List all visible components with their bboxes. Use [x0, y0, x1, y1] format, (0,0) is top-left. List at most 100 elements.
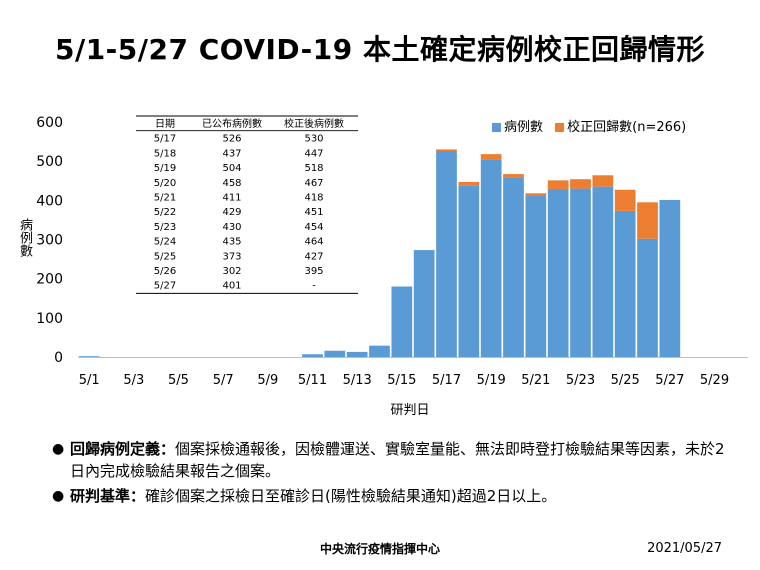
- x-tick-label: 5/19: [477, 373, 506, 388]
- legend-swatch-cases: [492, 123, 501, 132]
- table-header-cell: 校正後病例數: [284, 117, 344, 130]
- table-cell: 418: [304, 193, 323, 204]
- table-cell: 518: [304, 163, 323, 174]
- table-cell: 5/22: [154, 207, 176, 218]
- bar-cases: [503, 177, 524, 357]
- x-tick-label: 5/1: [79, 373, 100, 388]
- bar-corrected: [436, 149, 457, 151]
- table-cell: 302: [222, 266, 241, 277]
- y-tick-label: 300: [36, 233, 63, 249]
- bar-cases: [637, 238, 658, 357]
- bullet-icon: ●: [52, 488, 65, 504]
- bar-cases: [480, 159, 502, 357]
- bar-cases: [413, 250, 435, 357]
- bar-corrected: [458, 181, 480, 186]
- page-title: 5/1-5/27 COVID-19 本土確定病例校正回歸情形: [54, 33, 706, 66]
- table-cell: 373: [222, 251, 241, 262]
- x-tick-label: 5/15: [387, 373, 416, 388]
- note-item: ● 研判基準：確診個案之採檢日至確診日(陽性檢驗結果通知)超過2日以上。: [52, 485, 732, 507]
- table-cell: 395: [304, 266, 323, 277]
- bar-corrected: [614, 189, 636, 211]
- x-tick-label: 5/11: [298, 373, 327, 388]
- bar-cases: [458, 185, 480, 357]
- note-text: 個案採檢通報後，因檢體運送、實驗室量能、無法即時登打檢驗結果等因素，未於2日內完…: [70, 440, 725, 480]
- bar-corrected: [525, 193, 547, 197]
- table-cell: 411: [222, 193, 241, 204]
- table-cell: 5/26: [154, 266, 176, 277]
- y-tick-label: 400: [36, 193, 63, 209]
- definition-notes: ● 回歸病例定義：個案採檢通報後，因檢體運送、實驗室量能、無法即時登打檢驗結果等…: [52, 438, 732, 510]
- x-axis-label: 研判日: [390, 403, 430, 418]
- note-term: 回歸病例定義：: [70, 440, 176, 458]
- bar-cases: [525, 196, 547, 357]
- bullet-icon: ●: [52, 441, 65, 457]
- table-cell: 5/25: [154, 251, 176, 262]
- x-tick-label: 5/17: [432, 373, 461, 388]
- table-cell: 447: [304, 148, 323, 159]
- table-cell: 5/21: [154, 193, 176, 204]
- y-tick-label: 500: [36, 154, 63, 170]
- footer-date: 2021/05/27: [647, 541, 722, 556]
- y-axis-label: 病例數: [17, 218, 32, 257]
- x-tick-label: 5/29: [700, 373, 729, 388]
- table-cell: 464: [304, 237, 323, 248]
- table-cell: 5/20: [154, 178, 176, 189]
- bar-cases: [547, 188, 569, 357]
- bar-cases: [369, 345, 390, 357]
- bar-corrected: [570, 179, 591, 189]
- legend-label-cases: 病例數: [504, 120, 544, 135]
- bar-cases: [324, 350, 346, 357]
- bar-cases: [346, 351, 368, 357]
- table-header-cell: 已公布病例數: [202, 117, 262, 130]
- table-cell: 5/24: [154, 237, 176, 248]
- bar-cases: [302, 354, 323, 357]
- table-cell: 430: [222, 222, 241, 233]
- table-cell: 5/18: [154, 148, 176, 159]
- x-tick-label: 5/9: [257, 373, 278, 388]
- table-cell: 5/17: [154, 134, 176, 145]
- bar-corrected: [503, 174, 524, 178]
- bar-cases: [78, 356, 100, 357]
- table-cell: -: [312, 281, 316, 292]
- table-cell: 437: [222, 148, 241, 159]
- x-tick-label: 5/7: [213, 373, 234, 388]
- note-term: 研判基準：: [70, 487, 146, 505]
- bar-cases: [570, 188, 591, 357]
- legend-item-corrected: 校正回歸數(n=266): [555, 116, 686, 135]
- table-cell: 467: [304, 178, 323, 189]
- table-cell: 458: [222, 178, 241, 189]
- chart-legend: 病例數 校正回歸數(n=266): [492, 116, 694, 135]
- stacked-bar-chart: 0 100 200 300 400 500 600 5/1 5/3 5/5 5/7 5/9 5/11 5…: [36, 115, 748, 388]
- x-tick-label: 5/3: [123, 373, 144, 388]
- bar-corrected: [547, 180, 569, 189]
- x-tick-label: 5/27: [655, 373, 684, 388]
- bar-cases: [614, 210, 636, 357]
- table-cell: 435: [222, 237, 241, 248]
- x-tick-label: 5/23: [566, 373, 595, 388]
- y-tick-label: 200: [36, 272, 63, 288]
- legend-item-cases: 病例數: [492, 116, 543, 135]
- bar-cases: [391, 286, 413, 357]
- legend-label-corrected: 校正回歸數(n=266): [567, 120, 687, 135]
- x-tick-label: 5/21: [521, 373, 550, 388]
- table-cell: 5/27: [154, 281, 176, 292]
- bar-corrected: [592, 175, 614, 187]
- footer-organization: 中央流行疫情指揮中心: [319, 542, 440, 556]
- note-text: 確診個案之採檢日至確診日(陽性檢驗結果通知)超過2日以上。: [145, 487, 557, 505]
- x-tick-label: 5/25: [611, 373, 640, 388]
- x-tick-label: 5/5: [168, 373, 189, 388]
- bar-corrected: [480, 154, 502, 160]
- bar-cases: [592, 186, 614, 357]
- note-item: ● 回歸病例定義：個案採檢通報後，因檢體運送、實驗室量能、無法即時登打檢驗結果等…: [52, 438, 732, 482]
- table-cell: 504: [222, 163, 241, 174]
- y-tick-label: 0: [54, 350, 63, 366]
- bar-corrected: [637, 202, 658, 239]
- table-header-cell: 日期: [155, 118, 175, 130]
- table-cell: 5/23: [154, 222, 176, 233]
- bar-cases: [659, 199, 681, 357]
- y-tick-label: 600: [36, 115, 63, 131]
- table-cell: 429: [222, 207, 241, 218]
- y-tick-label: 100: [36, 311, 63, 327]
- table-cell: 454: [304, 222, 323, 233]
- table-cell: 401: [222, 281, 241, 292]
